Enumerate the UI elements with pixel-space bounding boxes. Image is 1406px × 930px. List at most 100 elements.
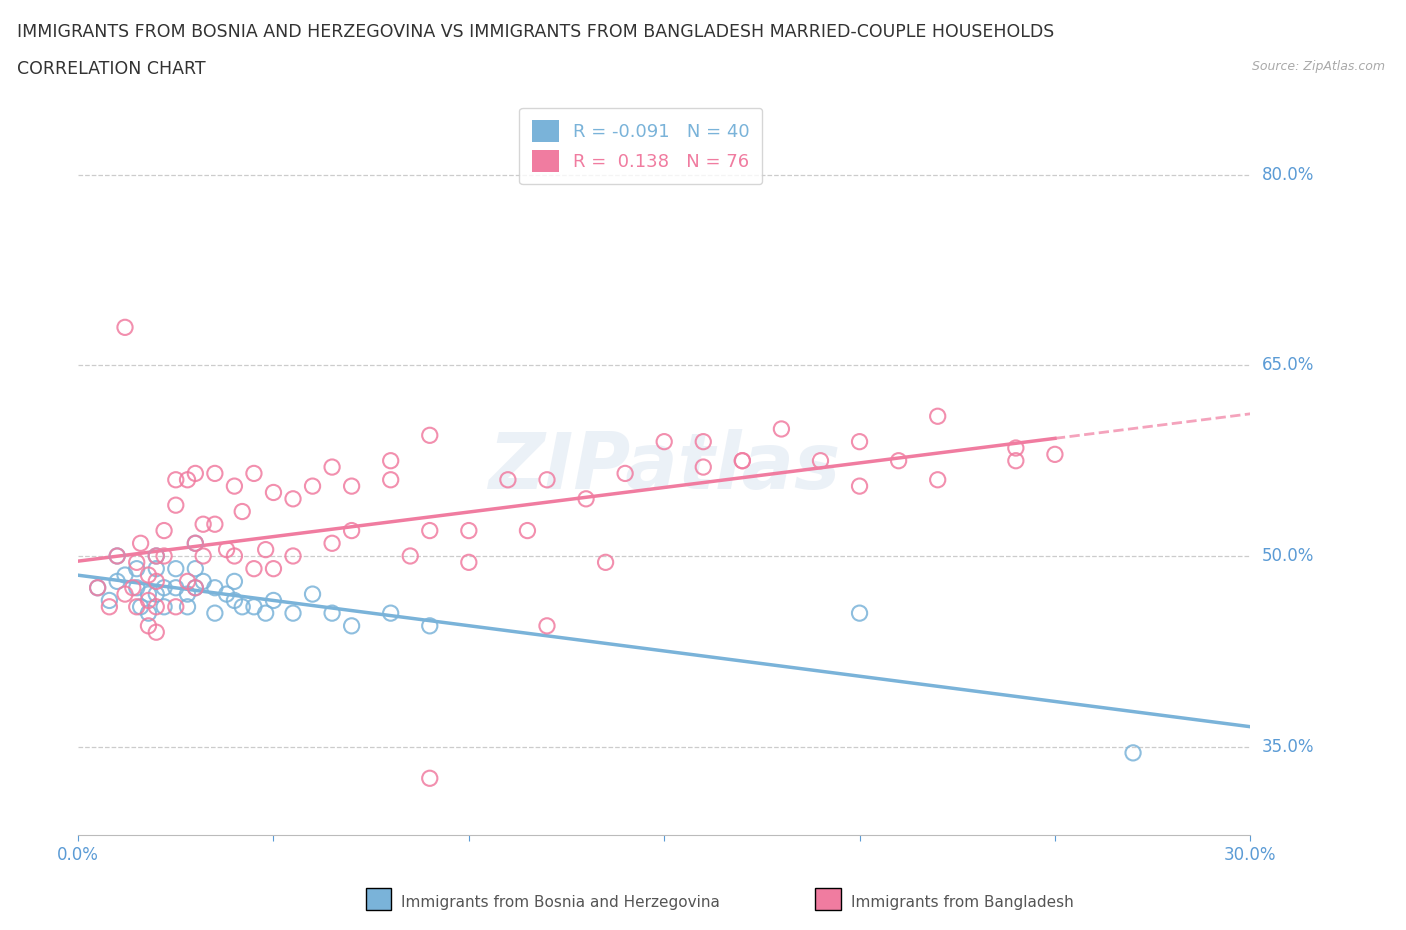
Point [184, 536, 207, 551]
Point [204, 605, 226, 620]
Point [321, 459, 343, 474]
Point [145, 599, 167, 614]
Text: Immigrants from Bangladesh: Immigrants from Bangladesh [851, 895, 1073, 910]
Point [165, 599, 187, 614]
Point [575, 491, 598, 506]
Point [301, 479, 323, 494]
Point [281, 549, 304, 564]
Point [263, 593, 285, 608]
Point [204, 517, 226, 532]
Point [125, 580, 148, 595]
Point [810, 453, 832, 468]
Point [176, 587, 198, 602]
Text: CORRELATION CHART: CORRELATION CHART [17, 60, 205, 78]
Point [114, 320, 136, 335]
Point [204, 580, 226, 595]
Point [516, 524, 538, 538]
Point [263, 561, 285, 576]
Point [692, 459, 714, 474]
Point [457, 524, 479, 538]
Point [1122, 746, 1144, 761]
Point [129, 536, 152, 551]
Point [419, 428, 441, 443]
Point [848, 434, 870, 449]
Point [138, 567, 160, 582]
Point [153, 580, 176, 595]
Point [243, 599, 266, 614]
Point [145, 625, 167, 640]
Point [153, 549, 176, 564]
Text: 35.0%: 35.0% [1263, 737, 1315, 755]
Text: Immigrants from Bosnia and Herzegovina: Immigrants from Bosnia and Herzegovina [401, 895, 720, 910]
Point [321, 605, 343, 620]
Point [536, 618, 558, 633]
Point [301, 587, 323, 602]
Point [145, 549, 167, 564]
Point [176, 574, 198, 589]
Text: ZIPatlas: ZIPatlas [488, 429, 841, 505]
Point [129, 599, 152, 614]
Point [114, 567, 136, 582]
Point [770, 421, 793, 436]
Point [652, 434, 675, 449]
Text: 80.0%: 80.0% [1263, 166, 1315, 184]
Point [145, 561, 167, 576]
Point [340, 479, 363, 494]
Point [848, 605, 870, 620]
Point [231, 504, 253, 519]
Point [254, 542, 277, 557]
Point [98, 599, 121, 614]
Point [86, 580, 108, 595]
Point [105, 574, 128, 589]
Point [1005, 453, 1028, 468]
Point [536, 472, 558, 487]
Point [165, 472, 187, 487]
Point [263, 485, 285, 500]
Point [224, 574, 246, 589]
Point [243, 561, 266, 576]
Point [340, 618, 363, 633]
Point [165, 561, 187, 576]
Point [281, 605, 304, 620]
Point [419, 771, 441, 786]
Point [191, 549, 214, 564]
Point [105, 549, 128, 564]
Point [165, 580, 187, 595]
Point [125, 599, 148, 614]
Point [595, 555, 617, 570]
Point [321, 536, 343, 551]
Point [419, 524, 441, 538]
Point [614, 466, 637, 481]
Point [125, 561, 148, 576]
Text: 65.0%: 65.0% [1263, 356, 1315, 375]
Point [281, 491, 304, 506]
Point [848, 479, 870, 494]
Point [184, 580, 207, 595]
Point [121, 580, 143, 595]
Point [138, 593, 160, 608]
Point [231, 599, 253, 614]
Point [184, 536, 207, 551]
Point [340, 524, 363, 538]
Point [224, 593, 246, 608]
Point [138, 587, 160, 602]
Point [380, 472, 402, 487]
Point [145, 574, 167, 589]
Point [191, 517, 214, 532]
Point [165, 498, 187, 512]
Point [184, 580, 207, 595]
Point [887, 453, 910, 468]
Point [138, 618, 160, 633]
Point [731, 453, 754, 468]
Point [191, 574, 214, 589]
Point [224, 549, 246, 564]
Point [399, 549, 422, 564]
Point [125, 555, 148, 570]
Legend: R = -0.091   N = 40, R =  0.138   N = 76: R = -0.091 N = 40, R = 0.138 N = 76 [519, 108, 762, 184]
Point [184, 561, 207, 576]
Point [215, 542, 238, 557]
Point [254, 605, 277, 620]
Text: Source: ZipAtlas.com: Source: ZipAtlas.com [1251, 60, 1385, 73]
Point [496, 472, 519, 487]
Point [114, 587, 136, 602]
